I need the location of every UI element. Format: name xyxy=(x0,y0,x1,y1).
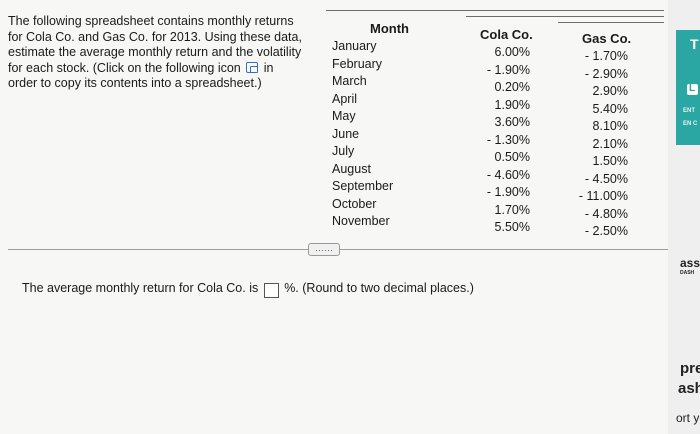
gas-cell: 1.50% xyxy=(592,154,628,168)
background-badge: L xyxy=(687,83,698,95)
table-top-rule xyxy=(326,10,664,11)
returns-table: Month Cola Co. Gas Co. January February … xyxy=(326,10,664,250)
cola-column: 6.00% - 1.90% 0.20% 1.90% 3.60% - 1.30% … xyxy=(468,44,530,237)
gas-cell: - 1.70% xyxy=(584,49,628,63)
background-text: ort you xyxy=(676,411,700,425)
table-rule xyxy=(558,22,664,23)
gas-cell: 8.10% xyxy=(592,119,628,133)
question-text: The average monthly return for Cola Co. … xyxy=(22,281,259,295)
prompt-text: in xyxy=(263,60,274,75)
prompt-text: for each stock. (Click on the following … xyxy=(8,60,241,75)
month-cell: January xyxy=(332,39,377,53)
cola-cell: - 1.90% xyxy=(486,62,530,77)
month-cell: September xyxy=(332,179,394,193)
gas-cell: - 2.90% xyxy=(584,66,628,81)
month-cell: November xyxy=(332,214,390,228)
cola-cell: 1.90% xyxy=(494,97,530,112)
gas-cell: 2.10% xyxy=(592,136,628,151)
cola-cell: 5.50% xyxy=(494,220,530,234)
gas-cell: - 4.50% xyxy=(584,171,628,186)
background-small-text: ENT xyxy=(683,108,695,114)
background-text: DASH xyxy=(680,270,695,276)
month-cell: July xyxy=(332,144,355,158)
badge-letter: L xyxy=(689,83,696,94)
month-cell: March xyxy=(332,74,367,88)
month-cell: June xyxy=(332,126,360,141)
average-return-input[interactable] xyxy=(263,283,279,298)
gas-cell: 2.90% xyxy=(592,84,628,98)
cola-cell: 1.70% xyxy=(494,202,530,217)
cola-cell: 3.60% xyxy=(494,115,530,129)
cola-cell: - 4.60% xyxy=(486,167,530,182)
expand-more-button[interactable]: …… xyxy=(308,243,340,256)
gas-cell: - 11.00% xyxy=(578,189,628,203)
gas-cell: - 2.50% xyxy=(584,224,628,238)
month-cell: April xyxy=(332,91,358,106)
question-panel: The following spreadsheet contains month… xyxy=(8,10,668,298)
gas-cell: 5.40% xyxy=(592,101,628,116)
answer-prompt: The average monthly return for Cola Co. … xyxy=(22,281,474,298)
cola-cell: - 1.30% xyxy=(486,132,530,147)
table-rule xyxy=(466,16,664,17)
prompt-line: The following spreadsheet contains month… xyxy=(8,14,294,28)
month-cell: October xyxy=(332,196,377,211)
header-gas: Gas Co. xyxy=(582,31,632,46)
gas-column: - 1.70% - 2.90% 2.90% 5.40% 8.10% 2.10% … xyxy=(558,48,628,241)
month-column: January February March April May June Ju… xyxy=(332,38,393,231)
prompt-line: order to copy its contents into a spread… xyxy=(8,76,262,90)
question-instructions: %. (Round to two decimal places.) xyxy=(284,281,474,295)
header-cola: Cola Co. xyxy=(480,27,533,42)
cola-cell: 0.20% xyxy=(494,80,530,94)
month-cell: May xyxy=(332,109,356,123)
cola-cell: 0.50% xyxy=(494,150,530,164)
header-month: Month xyxy=(370,21,409,36)
background-text: ashP xyxy=(678,380,700,397)
cola-cell: - 1.90% xyxy=(486,185,530,199)
month-cell: August xyxy=(332,161,371,176)
gas-cell: - 4.80% xyxy=(584,206,628,221)
prompt-line: for each stock. (Click on the following … xyxy=(8,61,318,77)
background-small-text: EN C xyxy=(683,121,698,127)
cola-cell: 6.00% xyxy=(494,45,530,59)
copy-icon[interactable] xyxy=(246,61,259,73)
prompt-line: estimate the average monthly return and … xyxy=(8,45,302,59)
prompt-line: for Cola Co. and Gas Co. for 2013. Using… xyxy=(8,29,302,44)
problem-statement: The following spreadsheet contains month… xyxy=(8,14,318,92)
background-text: pre s xyxy=(680,360,700,377)
background-text: ass xyxy=(680,256,700,270)
month-cell: February xyxy=(332,56,383,71)
background-letter: T xyxy=(690,36,699,52)
